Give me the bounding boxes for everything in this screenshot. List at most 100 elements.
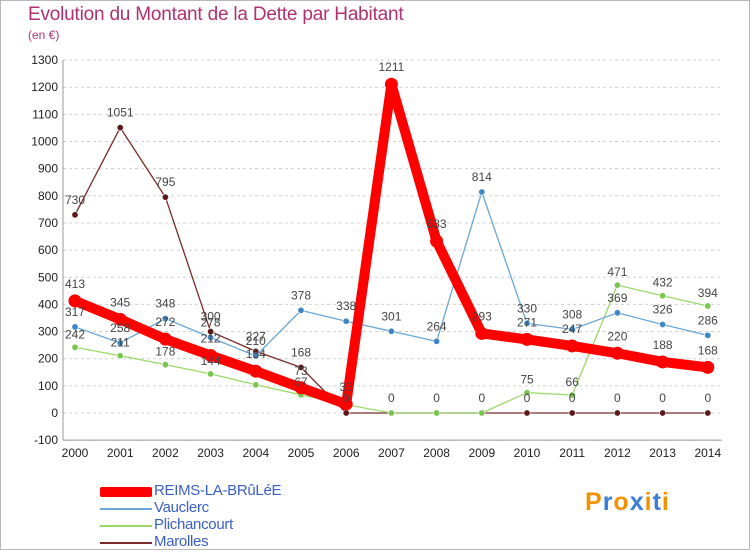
data-point-marolles: [568, 409, 576, 417]
data-point-vauclerc: [207, 334, 215, 342]
data-label-marolles: 0: [478, 391, 485, 405]
logo-letter: i: [644, 488, 653, 516]
data-point-vauclerc: [568, 325, 576, 333]
x-tick-label: 2013: [649, 446, 676, 460]
x-tick-label: 2010: [514, 446, 541, 460]
data-label-marolles: 0: [704, 391, 711, 405]
legend-swatch-reims: [100, 487, 152, 497]
data-label-marolles: 730: [65, 193, 85, 207]
data-label-plichancourt: 67: [294, 375, 308, 389]
x-tick-label: 2011: [559, 446, 585, 460]
data-label-vauclerc: 308: [562, 307, 582, 321]
data-label-reims-la-br-l-e: 154: [246, 347, 266, 361]
data-point-marolles: [659, 409, 667, 417]
data-point-plichancourt: [433, 409, 441, 417]
data-label-marolles: 168: [291, 345, 311, 359]
grid: [63, 59, 722, 441]
data-point-plichancourt: [568, 391, 576, 399]
x-tick-label: 2002: [152, 446, 179, 460]
data-label-reims-la-br-l-e: 633: [427, 217, 447, 231]
data-point-plichancourt: [207, 370, 215, 378]
data-point-reims-la-br-l-e: [565, 339, 579, 353]
data-label-reims-la-br-l-e: 271: [517, 315, 537, 329]
data-point-reims-la-br-l-e: [158, 332, 172, 346]
data-label-marolles: 0: [433, 391, 440, 405]
x-tick-label: 2004: [242, 446, 269, 460]
data-point-marolles: [704, 409, 712, 417]
y-tick-label: 200: [38, 352, 58, 366]
x-tick-label: 2003: [197, 446, 224, 460]
x-tick-label: 2006: [333, 446, 360, 460]
data-label-vauclerc: 348: [155, 297, 175, 311]
data-label-plichancourt: 144: [201, 354, 221, 368]
data-point-reims-la-br-l-e: [68, 294, 82, 308]
data-label-vauclerc: 369: [607, 291, 627, 305]
data-label-vauclerc: 814: [472, 170, 492, 184]
data-label-marolles: 0: [569, 391, 576, 405]
data-label-reims-la-br-l-e: 1211: [378, 60, 404, 74]
data-label-plichancourt: 432: [653, 276, 673, 290]
data-point-reims-la-br-l-e: [430, 234, 444, 248]
y-tick-label: 1200: [31, 80, 58, 94]
data-point-plichancourt: [613, 281, 621, 289]
y-tick-label: 1300: [31, 53, 58, 67]
data-label-plichancourt: 394: [698, 286, 718, 300]
legend-label-plichancourt: Plichancourt: [154, 516, 233, 533]
data-point-reims-la-br-l-e: [701, 360, 715, 374]
logo-letter: t: [652, 488, 662, 516]
logo-letter: o: [613, 488, 630, 516]
legend-label-marolles: Marolles: [154, 533, 209, 550]
data-point-reims-la-br-l-e: [204, 348, 218, 362]
y-tick-label: 300: [38, 325, 58, 339]
legend-label-vauclerc: Vauclerc: [154, 499, 209, 516]
data-point-plichancourt: [523, 389, 531, 397]
y-tick-label: 1000: [31, 135, 58, 149]
x-tick-label: 2012: [604, 446, 631, 460]
data-label-vauclerc: 330: [517, 301, 537, 315]
data-point-marolles: [116, 124, 124, 132]
data-point-vauclerc: [161, 315, 169, 323]
data-label-reims-la-br-l-e: 220: [607, 329, 627, 343]
data-label-plichancourt: 66: [566, 375, 580, 389]
data-point-reims-la-br-l-e: [294, 381, 308, 395]
data-point-vauclerc: [659, 320, 667, 328]
logo-letter: i: [661, 488, 670, 516]
data-point-reims-la-br-l-e: [339, 397, 353, 411]
data-point-plichancourt: [478, 409, 486, 417]
x-tick-label: 2014: [694, 446, 721, 460]
data-point-marolles: [297, 363, 305, 371]
proxiti-logo: Proxiti: [585, 488, 670, 517]
x-tick-label: 2000: [62, 446, 89, 460]
data-point-plichancourt: [704, 302, 712, 310]
data-point-plichancourt: [252, 381, 260, 389]
data-point-reims-la-br-l-e: [384, 77, 398, 91]
data-label-vauclerc: 378: [291, 288, 311, 302]
data-label-plichancourt: 211: [111, 336, 130, 350]
y-tick-label: 1100: [32, 107, 58, 121]
data-label-vauclerc: 210: [246, 334, 266, 348]
y-tick-label: 0: [51, 406, 58, 420]
data-label-reims-la-br-l-e: 272: [155, 315, 175, 329]
legend-label-reims: REIMS-LA-BRûLéE: [154, 482, 282, 499]
data-label-reims-la-br-l-e: 345: [110, 295, 130, 309]
x-tick-label: 2007: [378, 446, 405, 460]
chart-title: Evolution du Montant de la Dette par Hab…: [28, 4, 404, 25]
data-point-marolles: [71, 211, 79, 219]
series-lines: [68, 77, 715, 417]
chart-unit: (en €): [28, 28, 60, 42]
y-tick-label: -100: [34, 433, 58, 447]
data-label-vauclerc: 278: [201, 316, 221, 330]
data-point-vauclerc: [387, 327, 395, 335]
data-label-reims-la-br-l-e: 212: [201, 331, 221, 345]
data-label-reims-la-br-l-e: 413: [65, 277, 85, 291]
y-tick-label: 800: [38, 189, 58, 203]
data-point-plichancourt: [659, 292, 667, 300]
data-label-vauclerc: 264: [427, 319, 447, 333]
data-point-marolles: [523, 409, 531, 417]
data-point-vauclerc: [71, 323, 79, 331]
axes: -100010020030040050060070080090010001100…: [31, 53, 722, 460]
data-point-plichancourt: [116, 352, 124, 360]
data-point-reims-la-br-l-e: [249, 364, 263, 378]
y-tick-label: 900: [38, 162, 58, 176]
